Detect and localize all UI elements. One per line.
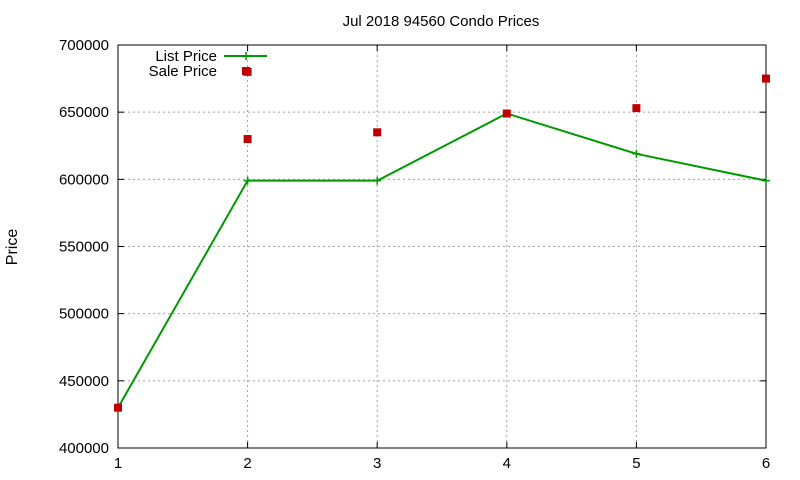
- list-price-point: [762, 176, 770, 185]
- y-tick-label: 600000: [59, 171, 109, 188]
- grid: [118, 45, 766, 448]
- x-tick-label: 2: [243, 455, 251, 472]
- y-tick-label: 500000: [59, 306, 109, 323]
- list-price-point: [632, 149, 641, 158]
- series-layer: [114, 67, 770, 412]
- chart-title: Jul 2018 94560 Condo Prices: [343, 13, 540, 30]
- legend-label: Sale Price: [149, 63, 217, 80]
- x-tick-label: 6: [762, 455, 770, 472]
- axis-ticks: 400000 450000 500000 550000 600000 650000 7000…: [59, 37, 770, 472]
- y-tick-label: 550000: [59, 239, 109, 256]
- sale-price-point: [114, 403, 122, 412]
- y-tick-label: 650000: [59, 104, 109, 121]
- list-price-point: [243, 176, 252, 185]
- x-tick-label: 5: [632, 455, 640, 472]
- sale-price-point: [762, 74, 770, 83]
- y-tick-label: 700000: [59, 37, 109, 54]
- sale-price-point: [502, 109, 511, 118]
- list-price-point: [373, 176, 382, 185]
- y-axis-label: Price: [4, 229, 21, 266]
- y-tick-label: 450000: [59, 373, 109, 390]
- legend-marker-list-price: [242, 52, 250, 60]
- sale-price-point: [243, 135, 252, 144]
- x-tick-label: 4: [503, 455, 511, 472]
- sale-price-point: [632, 104, 641, 113]
- x-tick-label: 1: [114, 455, 122, 472]
- y-tick-label: 400000: [59, 440, 109, 457]
- list-price-line: [117, 112, 767, 409]
- x-tick-label: 3: [373, 455, 381, 472]
- legend-label: List Price: [155, 48, 217, 65]
- sale-price-point: [373, 128, 382, 137]
- legend-marker-sale-price: [242, 67, 250, 75]
